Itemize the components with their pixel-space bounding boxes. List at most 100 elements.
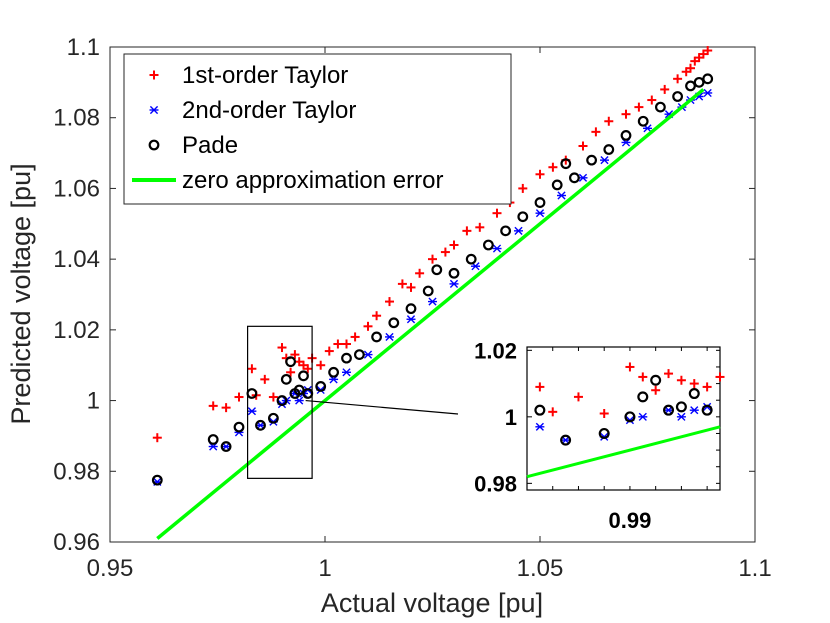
data-point <box>260 374 270 384</box>
inset-data-point <box>638 372 648 382</box>
data-point <box>255 419 266 431</box>
data-point <box>268 392 278 402</box>
inset-data-point <box>625 362 635 372</box>
data-point <box>672 91 683 102</box>
y-tick-label: 1.02 <box>53 317 100 344</box>
data-point <box>350 332 360 342</box>
inset-data-point <box>650 374 662 386</box>
legend-label: zero approximation error <box>182 167 443 194</box>
data-point <box>151 474 163 486</box>
inset-data-point <box>598 427 610 439</box>
inset-reference-line <box>526 425 721 479</box>
data-point <box>385 297 394 307</box>
data-point <box>560 158 572 170</box>
data-point <box>220 441 232 452</box>
inset-data-point <box>664 369 674 379</box>
data-point <box>290 350 300 360</box>
inset-data-point <box>561 436 571 445</box>
legend-swatch <box>149 70 159 80</box>
data-point <box>578 173 588 182</box>
data-point <box>328 366 340 378</box>
data-point <box>500 225 512 237</box>
legend-label: 2nd-order Taylor <box>182 97 356 124</box>
data-point <box>342 339 351 349</box>
inset-y-tick-label: 1.02 <box>474 338 517 363</box>
legend-label: Pade <box>182 132 238 159</box>
data-point <box>462 226 472 236</box>
inset-plot-area <box>526 346 721 491</box>
legend-item: zero approximation error <box>132 167 443 194</box>
x-tick-label: 1.1 <box>738 555 771 582</box>
data-point <box>703 88 713 98</box>
data-point <box>324 346 334 356</box>
inset-data <box>526 362 725 479</box>
inset-data-point <box>560 434 572 446</box>
inset-x-tick-label: 0.99 <box>609 508 652 533</box>
data-point <box>234 392 244 402</box>
data-point <box>286 367 296 377</box>
data-point <box>655 101 666 113</box>
y-tick-label: 0.96 <box>53 529 100 556</box>
x-axis-label: Actual voltage [pu] <box>321 588 543 618</box>
inset-data-point <box>663 404 675 416</box>
data-point <box>647 95 657 105</box>
data-point <box>280 373 292 385</box>
data-point <box>247 407 257 416</box>
x-tick-label: 0.95 <box>87 555 134 582</box>
data-point <box>333 339 343 349</box>
data-point <box>422 285 434 297</box>
data-point <box>233 421 245 433</box>
data-point <box>363 350 373 359</box>
data-point <box>603 144 615 155</box>
data-point <box>431 264 443 276</box>
data-point <box>685 80 696 92</box>
y-tick-label: 0.98 <box>53 458 100 485</box>
data-point <box>475 222 485 232</box>
inset-data-point <box>637 391 649 403</box>
data-point <box>276 395 288 406</box>
data-point <box>371 331 383 343</box>
data-point <box>428 254 437 264</box>
data-point <box>385 332 394 342</box>
inset-y-tick-label: 0.98 <box>474 471 517 496</box>
data-point <box>551 179 563 191</box>
data-point <box>221 403 231 413</box>
legend-box <box>123 53 512 205</box>
inset-data-point <box>676 375 686 385</box>
reference-line <box>156 88 705 540</box>
inset-data-point <box>638 412 648 421</box>
inset-data-point <box>664 406 674 415</box>
legend: 1st-order Taylor 2nd-order Taylor Pade zero… <box>123 53 512 205</box>
inset-axes: 0.98 1 1.02 0.99 <box>474 338 725 533</box>
data-point <box>634 102 644 112</box>
data-point <box>534 197 546 208</box>
data-point <box>405 303 417 315</box>
data-point <box>548 162 558 172</box>
inset-data-point <box>534 404 546 416</box>
data-point <box>660 84 670 94</box>
inset-data-point <box>599 409 609 419</box>
data-point <box>465 253 477 265</box>
data-point <box>363 321 373 331</box>
inset-data-point <box>535 422 545 431</box>
inset-ticks: 0.98 1 1.02 0.99 <box>474 338 720 533</box>
legend-item: 1st-order Taylor <box>149 62 348 89</box>
data-point <box>415 268 425 278</box>
data-point <box>247 364 257 374</box>
data-point <box>208 401 218 411</box>
data-point <box>406 315 416 324</box>
data-point <box>492 244 502 253</box>
data-point <box>277 343 287 353</box>
data-point <box>492 208 502 218</box>
y-axis-label: Predicted voltage [pu] <box>6 163 36 424</box>
data-point <box>341 352 352 364</box>
data-point <box>152 433 162 443</box>
data-point <box>620 129 632 141</box>
data-point <box>514 226 523 235</box>
main-data <box>151 46 714 540</box>
data-point <box>517 211 529 223</box>
data-point <box>354 349 365 361</box>
inset-data-point <box>689 406 699 415</box>
inset-data-point <box>689 379 699 389</box>
